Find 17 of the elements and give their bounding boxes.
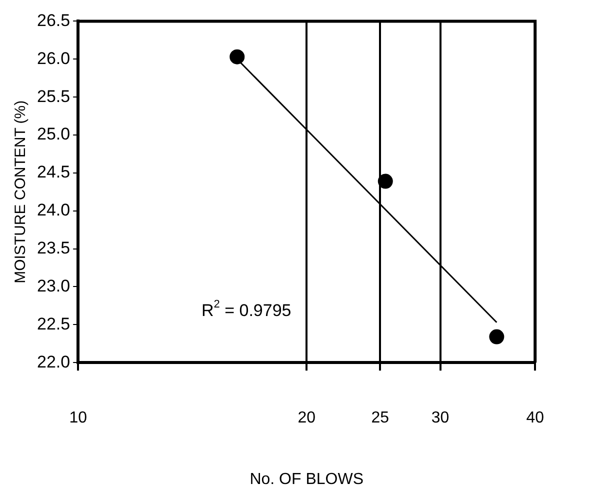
y-tick-label: 23.5 [36,238,70,258]
y-tick-label: 24.0 [36,200,70,220]
x-tick-label: 30 [431,410,450,427]
x-tick-label: 40 [526,410,544,427]
y-tick-label: 22.5 [36,314,70,334]
y-axis-title: MOISTURE CONTENT (%) [12,100,30,284]
y-tick-label: 26.5 [36,10,70,30]
x-tick-label: 10 [69,410,88,427]
y-tick-label: 22.0 [36,352,70,372]
y-tick-label: 23.0 [36,276,70,296]
y-tick-label: 25.5 [36,86,70,106]
y-tick-label: 25.0 [36,124,70,144]
y-tick-label: 24.5 [36,162,70,182]
x-tick-label: 25 [371,410,390,427]
x-tick-label: 20 [298,410,316,427]
y-tick-label: 26.0 [36,48,70,68]
x-axis-title: No. OF BLOWS [250,470,364,488]
